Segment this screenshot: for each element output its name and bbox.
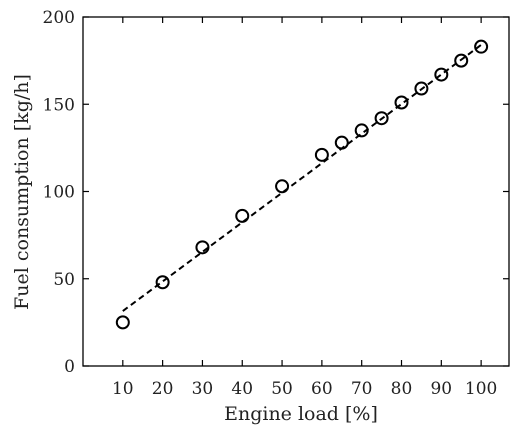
x-tick-label: 40 (231, 379, 253, 399)
data-point (195, 240, 210, 255)
y-tick-label: 0 (64, 357, 75, 377)
x-tick-label: 80 (391, 379, 413, 399)
data-point (275, 179, 290, 194)
x-axis-label: Engine load [%] (224, 403, 378, 425)
y-axis-ticks: 0 50 100 150 200 (43, 8, 509, 377)
y-axis-label: Fuel consumption [kg/h] (11, 74, 33, 310)
y-tick-label: 100 (43, 183, 75, 203)
data-point (434, 67, 449, 82)
data-point (394, 95, 409, 110)
x-tick-label: 10 (112, 379, 134, 399)
data-point (314, 147, 329, 162)
x-tick-label: 70 (351, 379, 373, 399)
data-point (474, 39, 489, 54)
data-point (155, 275, 170, 290)
data-point (354, 123, 369, 138)
data-points (115, 39, 489, 330)
y-tick-label: 50 (53, 270, 75, 290)
y-tick-label: 150 (43, 95, 75, 115)
data-point (115, 315, 130, 330)
x-tick-label: 20 (152, 379, 174, 399)
data-point (334, 135, 349, 150)
data-point (454, 53, 469, 68)
fit-line (122, 44, 482, 312)
x-axis-ticks: 10 20 30 40 50 60 70 80 90 100 (112, 17, 497, 399)
data-point (374, 111, 389, 126)
fit-line-group (122, 44, 482, 312)
x-tick-label: 30 (192, 379, 214, 399)
data-point (414, 81, 429, 96)
x-tick-label: 50 (271, 379, 293, 399)
y-tick-label: 200 (43, 8, 75, 28)
x-tick-label: 60 (311, 379, 333, 399)
data-point (235, 208, 250, 223)
x-tick-label: 90 (430, 379, 452, 399)
x-tick-label: 100 (465, 379, 497, 399)
